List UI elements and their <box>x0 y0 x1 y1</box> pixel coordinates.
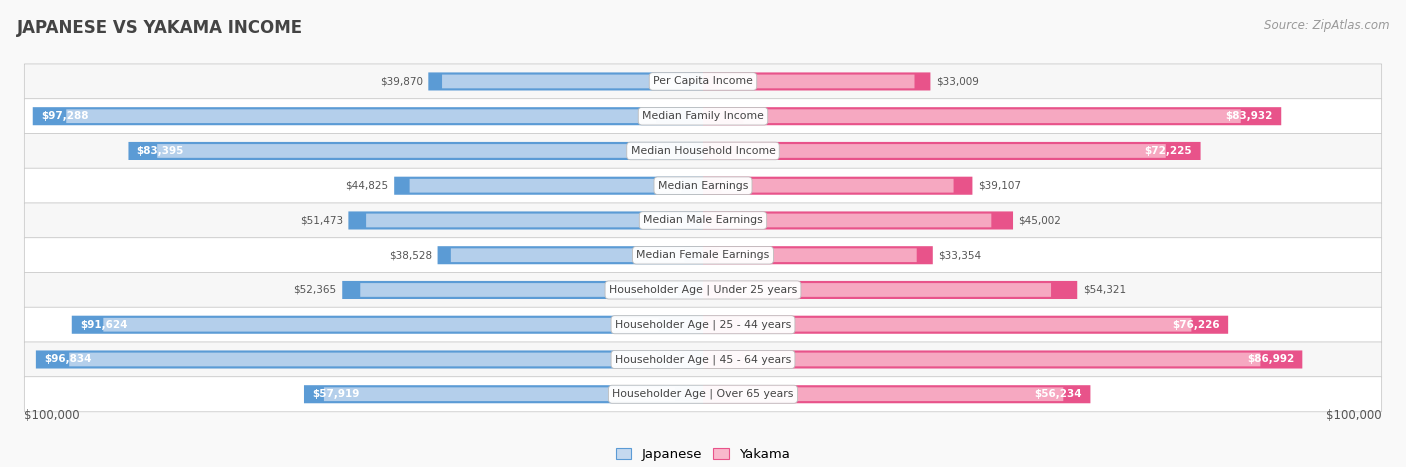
FancyBboxPatch shape <box>342 281 703 299</box>
Text: $83,395: $83,395 <box>136 146 184 156</box>
Text: JAPANESE VS YAKAMA INCOME: JAPANESE VS YAKAMA INCOME <box>17 19 304 37</box>
FancyBboxPatch shape <box>304 385 703 403</box>
Text: $33,354: $33,354 <box>938 250 981 260</box>
FancyBboxPatch shape <box>703 177 973 195</box>
FancyBboxPatch shape <box>323 387 675 401</box>
Text: $38,528: $38,528 <box>389 250 432 260</box>
Text: $96,834: $96,834 <box>44 354 91 364</box>
Text: $100,000: $100,000 <box>24 409 80 422</box>
Text: Median Earnings: Median Earnings <box>658 181 748 191</box>
FancyBboxPatch shape <box>24 377 1382 412</box>
Text: Median Family Income: Median Family Income <box>643 111 763 121</box>
Text: Median Household Income: Median Household Income <box>630 146 776 156</box>
Text: Householder Age | Over 65 years: Householder Age | Over 65 years <box>612 389 794 399</box>
Text: $45,002: $45,002 <box>1018 215 1062 226</box>
FancyBboxPatch shape <box>72 316 703 334</box>
FancyBboxPatch shape <box>724 213 991 227</box>
FancyBboxPatch shape <box>745 353 1260 366</box>
Text: $54,321: $54,321 <box>1083 285 1126 295</box>
FancyBboxPatch shape <box>730 283 1052 297</box>
FancyBboxPatch shape <box>721 179 953 192</box>
FancyBboxPatch shape <box>409 179 682 192</box>
Text: $83,932: $83,932 <box>1226 111 1272 121</box>
FancyBboxPatch shape <box>703 316 1229 334</box>
FancyBboxPatch shape <box>740 318 1191 332</box>
FancyBboxPatch shape <box>103 318 659 332</box>
Text: Householder Age | Under 25 years: Householder Age | Under 25 years <box>609 285 797 295</box>
FancyBboxPatch shape <box>718 248 917 262</box>
FancyBboxPatch shape <box>703 72 931 91</box>
FancyBboxPatch shape <box>24 342 1382 377</box>
Text: $97,288: $97,288 <box>41 111 89 121</box>
FancyBboxPatch shape <box>32 107 703 125</box>
Legend: Japanese, Yakama: Japanese, Yakama <box>610 442 796 466</box>
FancyBboxPatch shape <box>366 213 678 227</box>
Text: $33,009: $33,009 <box>936 77 979 86</box>
Text: $86,992: $86,992 <box>1247 354 1294 364</box>
FancyBboxPatch shape <box>24 64 1382 99</box>
FancyBboxPatch shape <box>703 281 1077 299</box>
FancyBboxPatch shape <box>24 272 1382 307</box>
FancyBboxPatch shape <box>360 283 678 297</box>
Text: $44,825: $44,825 <box>346 181 388 191</box>
FancyBboxPatch shape <box>24 238 1382 273</box>
Text: $56,234: $56,234 <box>1035 389 1083 399</box>
FancyBboxPatch shape <box>738 144 1166 158</box>
FancyBboxPatch shape <box>429 72 703 91</box>
FancyBboxPatch shape <box>703 385 1091 403</box>
FancyBboxPatch shape <box>451 248 685 262</box>
FancyBboxPatch shape <box>69 353 657 366</box>
Text: $39,870: $39,870 <box>380 77 423 86</box>
FancyBboxPatch shape <box>66 109 657 123</box>
FancyBboxPatch shape <box>37 350 703 368</box>
Text: $51,473: $51,473 <box>299 215 343 226</box>
FancyBboxPatch shape <box>703 350 1302 368</box>
FancyBboxPatch shape <box>349 212 703 229</box>
FancyBboxPatch shape <box>718 75 914 88</box>
Text: Per Capita Income: Per Capita Income <box>652 77 754 86</box>
FancyBboxPatch shape <box>24 307 1382 342</box>
FancyBboxPatch shape <box>703 142 1201 160</box>
Text: Median Male Earnings: Median Male Earnings <box>643 215 763 226</box>
FancyBboxPatch shape <box>703 212 1014 229</box>
FancyBboxPatch shape <box>441 75 683 88</box>
Text: Householder Age | 45 - 64 years: Householder Age | 45 - 64 years <box>614 354 792 365</box>
Text: $91,624: $91,624 <box>80 320 128 330</box>
FancyBboxPatch shape <box>24 203 1382 238</box>
FancyBboxPatch shape <box>703 246 932 264</box>
Text: Householder Age | 25 - 44 years: Householder Age | 25 - 44 years <box>614 319 792 330</box>
Text: Median Female Earnings: Median Female Earnings <box>637 250 769 260</box>
FancyBboxPatch shape <box>703 107 1281 125</box>
Text: $52,365: $52,365 <box>294 285 336 295</box>
Text: $72,225: $72,225 <box>1144 146 1192 156</box>
FancyBboxPatch shape <box>437 246 703 264</box>
FancyBboxPatch shape <box>744 109 1240 123</box>
FancyBboxPatch shape <box>128 142 703 160</box>
FancyBboxPatch shape <box>24 168 1382 203</box>
FancyBboxPatch shape <box>730 387 1063 401</box>
FancyBboxPatch shape <box>157 144 662 158</box>
FancyBboxPatch shape <box>394 177 703 195</box>
Text: $76,226: $76,226 <box>1173 320 1220 330</box>
FancyBboxPatch shape <box>24 134 1382 169</box>
Text: Source: ZipAtlas.com: Source: ZipAtlas.com <box>1264 19 1389 32</box>
Text: $57,919: $57,919 <box>312 389 360 399</box>
Text: $100,000: $100,000 <box>1326 409 1382 422</box>
Text: $39,107: $39,107 <box>979 181 1021 191</box>
FancyBboxPatch shape <box>24 99 1382 134</box>
